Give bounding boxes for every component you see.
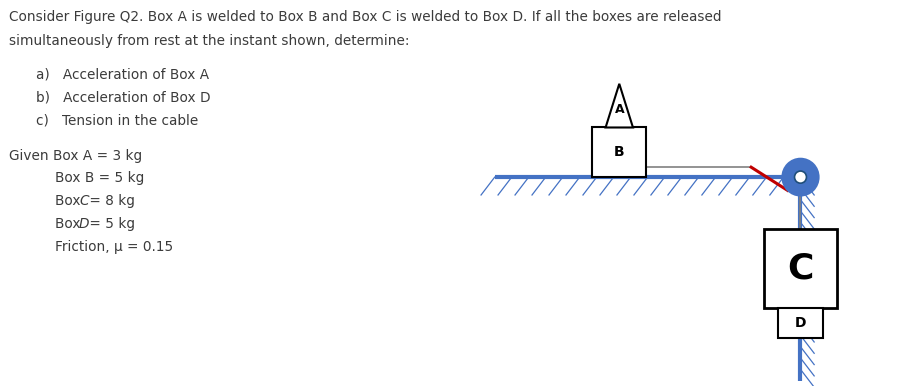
Text: = 8 kg: = 8 kg [85, 194, 135, 208]
Text: c)   Tension in the cable: c) Tension in the cable [35, 113, 198, 128]
Text: Friction, μ = 0.15: Friction, μ = 0.15 [55, 240, 173, 253]
Text: b)   Acceleration of Box D: b) Acceleration of Box D [35, 91, 209, 105]
Circle shape [782, 159, 817, 195]
Text: Box: Box [55, 194, 85, 208]
Text: a)   Acceleration of Box A: a) Acceleration of Box A [35, 68, 209, 82]
Bar [763, 229, 836, 308]
Text: = 5 kg: = 5 kg [85, 217, 135, 231]
Text: D: D [79, 217, 89, 231]
Text: A: A [614, 103, 623, 116]
Bar [777, 308, 822, 338]
Text: Given Box A = 3 kg: Given Box A = 3 kg [9, 149, 142, 163]
Text: Box: Box [55, 217, 85, 231]
Bar [591, 127, 646, 177]
Text: simultaneously from rest at the instant shown, determine:: simultaneously from rest at the instant … [9, 34, 409, 48]
Text: C: C [79, 194, 88, 208]
Polygon shape [605, 84, 632, 127]
Text: Box B = 5 kg: Box B = 5 kg [55, 171, 144, 185]
Text: C: C [787, 252, 813, 286]
Text: Consider Figure Q2. Box A is welded to Box B and Box C is welded to Box D. If al: Consider Figure Q2. Box A is welded to B… [9, 10, 721, 24]
Text: B: B [613, 145, 624, 159]
Circle shape [794, 171, 805, 183]
Text: D: D [794, 316, 805, 330]
